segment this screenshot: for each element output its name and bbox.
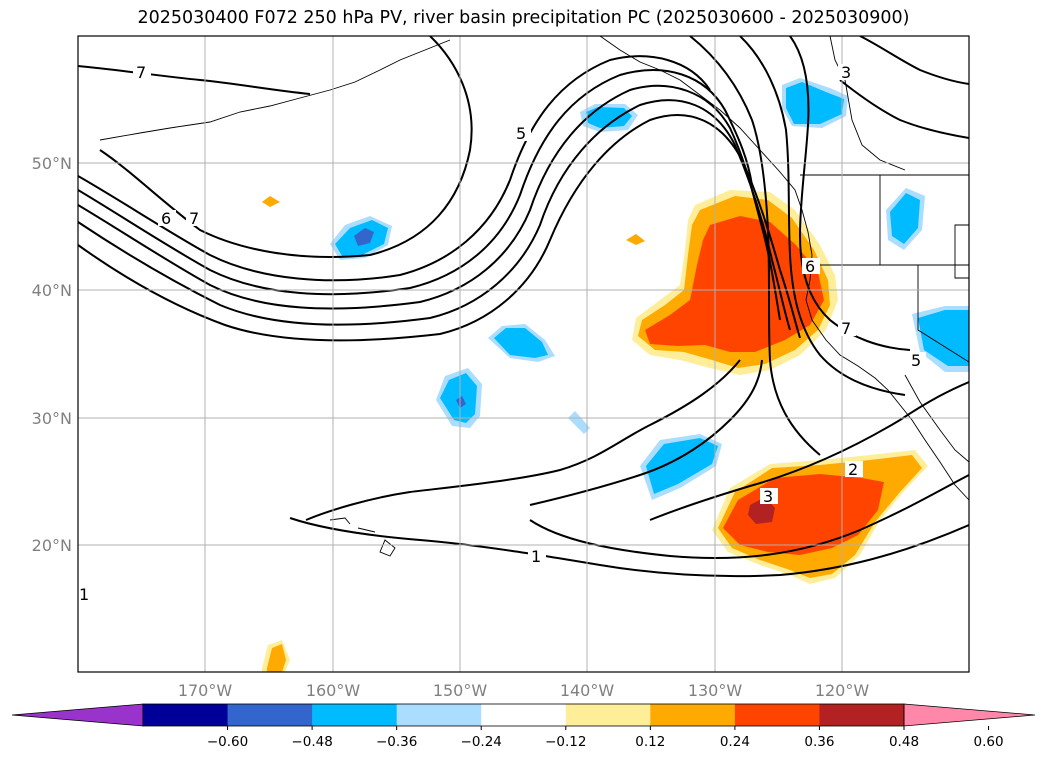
pv-contour-2 bbox=[78, 114, 801, 342]
colorbar-segment bbox=[650, 704, 736, 726]
lon-label: 170°W bbox=[178, 681, 233, 700]
lat-label: 50°N bbox=[32, 154, 72, 173]
positive-precip-patch-2 bbox=[626, 234, 645, 245]
colorbar-segment bbox=[396, 704, 482, 726]
pv-label: 3 bbox=[763, 487, 773, 506]
pv-contour-3-south bbox=[649, 381, 969, 521]
plot-frame bbox=[77, 35, 970, 673]
negative-precip-patch-2-core bbox=[586, 107, 632, 128]
colorbar-tick-label: −0.60 bbox=[207, 734, 248, 750]
pv-contour-1 bbox=[305, 359, 741, 521]
pv-contour-labels: 7 6 7 5 3 6 7 5 3 2 1 1 bbox=[78, 63, 926, 604]
pv-label: 7 bbox=[136, 63, 146, 82]
pv-contour-4-south bbox=[529, 474, 969, 560]
pv-contour-2-south bbox=[529, 359, 763, 506]
colorbar-segment bbox=[312, 704, 398, 726]
lon-label: 150°W bbox=[433, 681, 488, 700]
pv-contour-east-4 bbox=[859, 36, 969, 85]
colorbar-extension-low bbox=[11, 703, 144, 727]
colorbar-tick-label: −0.12 bbox=[545, 734, 586, 750]
colorbar-segment bbox=[819, 704, 905, 726]
pv-contour-7-north bbox=[78, 65, 311, 95]
pv-contour-5 bbox=[78, 69, 753, 296]
graticule bbox=[78, 36, 969, 672]
negative-precip-patch-4-core bbox=[440, 373, 477, 423]
pv-label: 5 bbox=[516, 124, 526, 143]
negative-precip-patch-7-core bbox=[786, 82, 844, 124]
negative-precip-patch-3-core bbox=[494, 328, 548, 358]
pv-contour-1b bbox=[289, 517, 969, 578]
pv-contour-east-5 bbox=[839, 79, 969, 139]
colorbar bbox=[11, 703, 1036, 727]
pv-contour-east-2 bbox=[739, 36, 906, 396]
colorbar-tick-label: 0.48 bbox=[889, 734, 919, 750]
pv-label: 3 bbox=[841, 63, 851, 82]
colorbar-tick-label: −0.36 bbox=[376, 734, 417, 750]
pv-contours bbox=[78, 36, 969, 578]
negative-precip-patch-8-core bbox=[890, 193, 920, 244]
map-title: 2025030400 F072 250 hPa PV, river basin … bbox=[137, 8, 910, 28]
lon-label: 130°W bbox=[688, 681, 743, 700]
colorbar-segment bbox=[481, 704, 567, 726]
pv-label: 6 bbox=[805, 257, 815, 276]
pv-label: 7 bbox=[841, 319, 851, 338]
colorbar-tick-label: −0.48 bbox=[291, 734, 332, 750]
pv-contour-east-1 bbox=[689, 36, 821, 456]
colorbar-tick-label: 0.36 bbox=[804, 734, 834, 750]
pv-contour-6 bbox=[78, 55, 711, 282]
pv-contour-3 bbox=[78, 99, 791, 331]
negative-precip-patch-1-max bbox=[354, 228, 374, 246]
negative-precip-patch-5 bbox=[568, 411, 590, 434]
colorbar-tick-label: −0.24 bbox=[461, 734, 502, 750]
pv-label: 1 bbox=[79, 585, 89, 604]
colorbar-segment bbox=[143, 704, 229, 726]
lat-label: 40°N bbox=[32, 281, 72, 300]
colorbar-segment bbox=[734, 704, 820, 726]
lat-label: 20°N bbox=[32, 536, 72, 555]
pv-contour-7 bbox=[99, 36, 473, 258]
colorbar-extension-high bbox=[903, 703, 1036, 727]
colorbar-segment bbox=[565, 704, 651, 726]
negative-precip-patch-9-core bbox=[918, 310, 969, 366]
pv-label: 6 bbox=[161, 209, 171, 228]
pv-label: 7 bbox=[189, 209, 199, 228]
lon-label: 140°W bbox=[560, 681, 615, 700]
pv-label: 1 bbox=[531, 547, 541, 566]
positive-precip-patch-1 bbox=[262, 196, 280, 207]
colorbar-ticks: −0.60 −0.48 −0.36 −0.24 −0.12 0.12 0.24 0.36 0.4… bbox=[207, 726, 1004, 750]
positive-precip-patch-3-core bbox=[267, 644, 286, 672]
precipitation-shading bbox=[262, 78, 969, 672]
colorbar-tick-label: 0.24 bbox=[720, 734, 750, 750]
pv-label: 2 bbox=[848, 460, 858, 479]
lon-label: 120°W bbox=[815, 681, 870, 700]
negative-precip-patch-4-max bbox=[456, 396, 466, 408]
colorbar-frame bbox=[142, 703, 905, 727]
pv-label: 5 bbox=[911, 351, 921, 370]
lat-label: 30°N bbox=[32, 409, 72, 428]
colorbar-tick-label: 0.60 bbox=[974, 734, 1004, 750]
lon-label: 160°W bbox=[306, 681, 361, 700]
longitude-axis: 170°W 160°W 150°W 140°W 130°W 120°W bbox=[178, 681, 870, 700]
negative-precip-patch-6-core bbox=[646, 438, 718, 494]
colorbar-tick-label: 0.12 bbox=[635, 734, 665, 750]
colorbar-segment bbox=[227, 704, 313, 726]
latitude-axis: 50°N 40°N 30°N 20°N bbox=[32, 154, 72, 555]
